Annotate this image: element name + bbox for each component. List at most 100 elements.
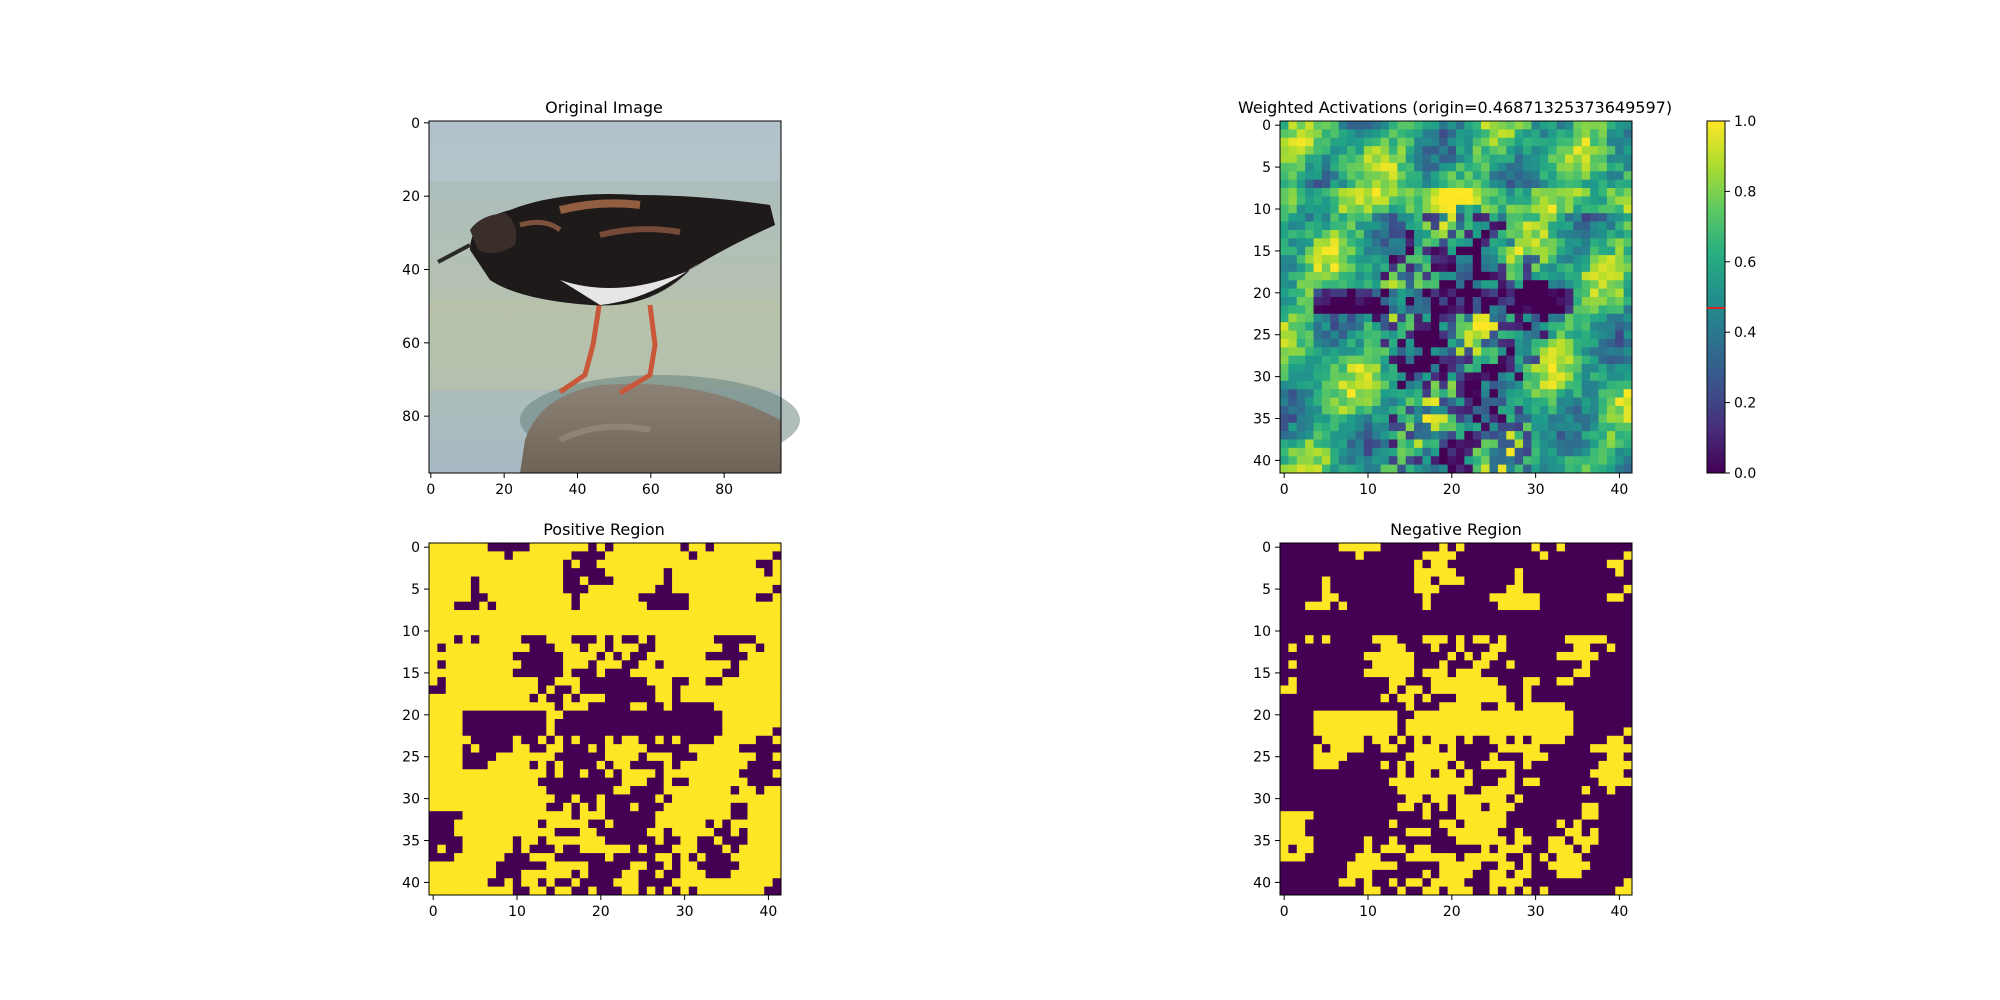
heatmap-cell bbox=[1347, 221, 1356, 231]
heatmap-cell bbox=[588, 861, 598, 871]
x-tick-label: 80 bbox=[715, 482, 733, 498]
heatmap-cell bbox=[1623, 794, 1633, 804]
heatmap-cell bbox=[1388, 727, 1398, 737]
heatmap-cell bbox=[1556, 229, 1566, 239]
heatmap-cell bbox=[1556, 213, 1566, 222]
heatmap-cell bbox=[730, 576, 740, 586]
heatmap-cell bbox=[1447, 229, 1457, 239]
heatmap-cell bbox=[1506, 121, 1516, 130]
heatmap-cell bbox=[697, 878, 706, 888]
heatmap-cell bbox=[1405, 347, 1415, 357]
heatmap-cell bbox=[655, 643, 665, 653]
heatmap-cell bbox=[1531, 255, 1541, 264]
heatmap-cell bbox=[638, 668, 648, 678]
heatmap-cell bbox=[1321, 439, 1331, 449]
heatmap-cell bbox=[579, 702, 589, 712]
heatmap-cell bbox=[1363, 677, 1373, 686]
heatmap-cell bbox=[1464, 389, 1474, 398]
heatmap-cell bbox=[563, 744, 572, 753]
heatmap-cell bbox=[554, 811, 564, 820]
heatmap-cell bbox=[613, 618, 623, 628]
heatmap-cell bbox=[1330, 693, 1340, 703]
heatmap-cell bbox=[1296, 626, 1306, 636]
heatmap-cell bbox=[1355, 626, 1365, 636]
heatmap-cell bbox=[1590, 744, 1599, 753]
heatmap-cell bbox=[722, 610, 732, 619]
heatmap-cell bbox=[1305, 719, 1314, 728]
heatmap-cell bbox=[1464, 769, 1474, 779]
heatmap-cell bbox=[504, 693, 514, 703]
heatmap-cell bbox=[1338, 543, 1348, 552]
heatmap-cell bbox=[1280, 584, 1289, 594]
heatmap-cell bbox=[1313, 635, 1323, 644]
heatmap-cell bbox=[1506, 213, 1516, 222]
heatmap-cell bbox=[1372, 593, 1381, 603]
heatmap-cell bbox=[1397, 727, 1407, 737]
heatmap-cell bbox=[713, 836, 723, 846]
heatmap-cell bbox=[1556, 255, 1566, 264]
heatmap-cell bbox=[1280, 188, 1289, 197]
heatmap-cell bbox=[454, 802, 463, 812]
heatmap-cell bbox=[1464, 786, 1474, 795]
heatmap-cell bbox=[487, 693, 497, 703]
heatmap-cell bbox=[1280, 777, 1289, 787]
heatmap-cell bbox=[579, 769, 589, 779]
heatmap-cell bbox=[1313, 660, 1323, 670]
heatmap-cell bbox=[1347, 389, 1356, 398]
heatmap-cell bbox=[764, 760, 774, 770]
heatmap-cell bbox=[479, 626, 489, 636]
heatmap-cell bbox=[1388, 313, 1398, 323]
heatmap-cell bbox=[1305, 422, 1314, 432]
heatmap-cell bbox=[571, 769, 581, 779]
heatmap-cell bbox=[739, 643, 748, 653]
heatmap-cell bbox=[621, 861, 631, 871]
heatmap-cell bbox=[1338, 297, 1348, 306]
heatmap-cell bbox=[1363, 196, 1373, 206]
heatmap-cell bbox=[672, 601, 681, 611]
heatmap-cell bbox=[470, 660, 480, 670]
heatmap-cell bbox=[1414, 355, 1423, 365]
heatmap-cell bbox=[1623, 297, 1633, 306]
heatmap-cell bbox=[479, 601, 489, 611]
heatmap-cell bbox=[1489, 794, 1499, 804]
heatmap-cell bbox=[1305, 643, 1314, 653]
heatmap-cell bbox=[554, 685, 564, 695]
heatmap-cell bbox=[630, 735, 639, 745]
heatmap-cell bbox=[596, 802, 606, 812]
heatmap-cell bbox=[445, 769, 455, 779]
heatmap-cell bbox=[1590, 179, 1599, 189]
heatmap-cell bbox=[1347, 727, 1356, 737]
heatmap-cell bbox=[1464, 559, 1474, 569]
heatmap-cell bbox=[1606, 794, 1616, 804]
heatmap-cell bbox=[1347, 601, 1356, 611]
heatmap-cell bbox=[1338, 786, 1348, 795]
heatmap-cell bbox=[1338, 668, 1348, 678]
heatmap-cell bbox=[1330, 330, 1340, 340]
heatmap-cell bbox=[1481, 322, 1490, 331]
heatmap-cell bbox=[655, 677, 665, 686]
heatmap-cell bbox=[429, 568, 438, 577]
heatmap-cell bbox=[772, 710, 782, 720]
heatmap-cell bbox=[1414, 129, 1423, 139]
heatmap-cell bbox=[1380, 584, 1390, 594]
heatmap-cell bbox=[1330, 447, 1340, 457]
heatmap-cell bbox=[579, 651, 589, 661]
heatmap-cell bbox=[1439, 710, 1449, 720]
heatmap-cell bbox=[1422, 668, 1432, 678]
heatmap-cell bbox=[663, 576, 673, 586]
heatmap-cell bbox=[1506, 322, 1516, 331]
heatmap-cell bbox=[1481, 422, 1490, 432]
heatmap-cell bbox=[537, 702, 547, 712]
heatmap-cell bbox=[462, 719, 472, 728]
heatmap-cell bbox=[1623, 380, 1633, 390]
heatmap-cell bbox=[521, 727, 530, 737]
heatmap-cell bbox=[1372, 660, 1381, 670]
heatmap-cell bbox=[1422, 288, 1432, 298]
heatmap-cell bbox=[479, 551, 489, 561]
heatmap-cell bbox=[1581, 802, 1591, 812]
heatmap-cell bbox=[655, 618, 665, 628]
heatmap-cell bbox=[571, 677, 581, 686]
heatmap-cell bbox=[672, 635, 681, 644]
heatmap-cell bbox=[646, 878, 656, 888]
heatmap-cell bbox=[1548, 372, 1557, 382]
